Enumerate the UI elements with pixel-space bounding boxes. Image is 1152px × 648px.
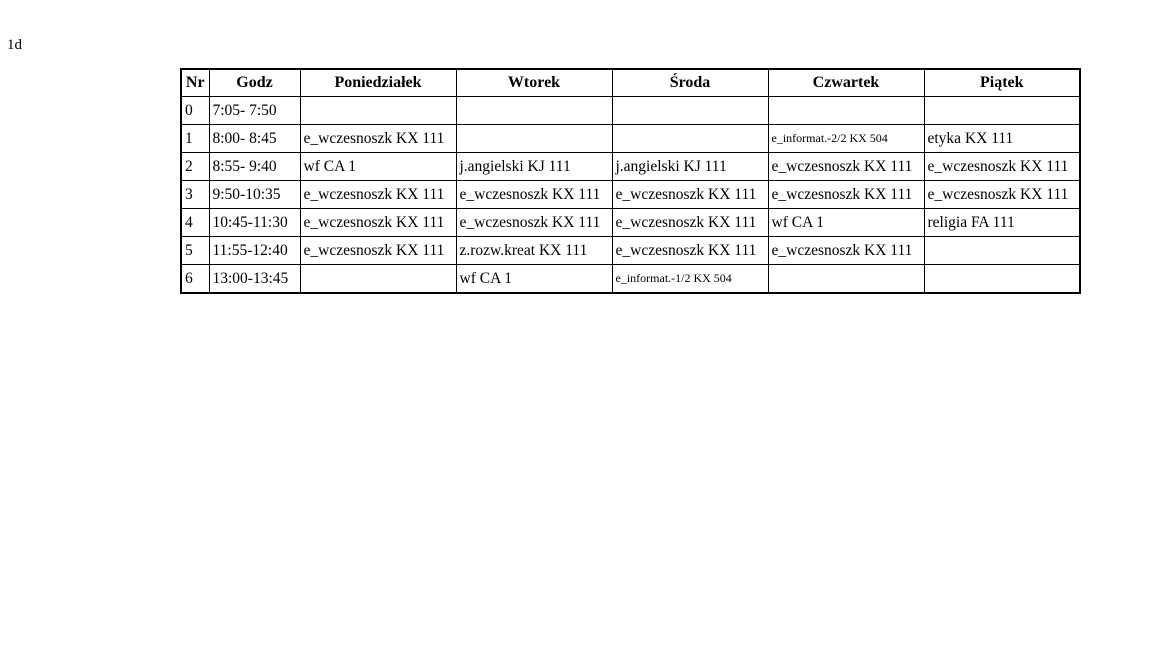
table-row: 0 7:05- 7:50 xyxy=(180,96,1081,125)
cell-time: 9:50-10:35 xyxy=(208,180,301,209)
cell-lesson: e_wczesnoszk KX 111 xyxy=(299,236,457,265)
cell-lesson: e_wczesnoszk KX 111 xyxy=(455,180,613,209)
cell-lesson xyxy=(455,124,613,153)
table-row: 1 8:00- 8:45 e_wczesnoszk KX 111 e_informat… xyxy=(180,124,1081,153)
cell-lesson: e_informat.-1/2 KX 504 xyxy=(611,264,769,294)
cell-lesson: e_wczesnoszk KX 111 xyxy=(923,180,1081,209)
cell-lesson: religia FA 111 xyxy=(923,208,1081,237)
timetable: Nr Godz Poniedziałek Wtorek Środa Czwart… xyxy=(180,68,1081,294)
cell-lesson: e_wczesnoszk KX 111 xyxy=(299,180,457,209)
cell-lesson xyxy=(611,124,769,153)
cell-lesson: wf CA 1 xyxy=(299,152,457,181)
class-label: 1d xyxy=(7,37,22,53)
cell-lesson: e_wczesnoszk KX 111 xyxy=(611,236,769,265)
cell-time: 10:45-11:30 xyxy=(208,208,301,237)
cell-lesson: wf CA 1 xyxy=(767,208,925,237)
cell-lesson: etyka KX 111 xyxy=(923,124,1081,153)
cell-lesson xyxy=(299,96,457,125)
cell-lesson: e_wczesnoszk KX 111 xyxy=(767,152,925,181)
cell-time: 11:55-12:40 xyxy=(208,236,301,265)
cell-lesson xyxy=(299,264,457,294)
header-thursday: Czwartek xyxy=(767,68,925,97)
timetable-body: 0 7:05- 7:50 1 8:00- 8:45 e_wczesnoszk KX 11… xyxy=(180,96,1081,294)
cell-lesson: e_wczesnoszk KX 111 xyxy=(299,208,457,237)
cell-lesson: e_wczesnoszk KX 111 xyxy=(611,180,769,209)
cell-lesson: j.angielski KJ 111 xyxy=(611,152,769,181)
header-wednesday: Środa xyxy=(611,68,769,97)
cell-lesson: e_wczesnoszk KX 111 xyxy=(455,208,613,237)
cell-nr: 4 xyxy=(180,208,210,237)
cell-nr: 3 xyxy=(180,180,210,209)
cell-lesson xyxy=(923,96,1081,125)
header-nr: Nr xyxy=(180,68,210,97)
cell-time: 13:00-13:45 xyxy=(208,264,301,294)
header-row: Nr Godz Poniedziałek Wtorek Środa Czwart… xyxy=(180,68,1081,97)
cell-lesson: e_wczesnoszk KX 111 xyxy=(767,180,925,209)
cell-lesson xyxy=(455,96,613,125)
cell-lesson: j.angielski KJ 111 xyxy=(455,152,613,181)
cell-lesson: z.rozw.kreat KX 111 xyxy=(455,236,613,265)
cell-time: 8:00- 8:45 xyxy=(208,124,301,153)
cell-lesson: e_wczesnoszk KX 111 xyxy=(299,124,457,153)
table-row: 4 10:45-11:30 e_wczesnoszk KX 111 e_wczesno… xyxy=(180,208,1081,237)
table-row: 5 11:55-12:40 e_wczesnoszk KX 111 z.rozw.kr… xyxy=(180,236,1081,265)
header-monday: Poniedziałek xyxy=(299,68,457,97)
cell-nr: 1 xyxy=(180,124,210,153)
cell-lesson xyxy=(767,264,925,294)
header-friday: Piątek xyxy=(923,68,1081,97)
cell-lesson: e_wczesnoszk KX 111 xyxy=(611,208,769,237)
table-row: 3 9:50-10:35 e_wczesnoszk KX 111 e_wczesnos… xyxy=(180,180,1081,209)
cell-lesson: wf CA 1 xyxy=(455,264,613,294)
cell-nr: 2 xyxy=(180,152,210,181)
cell-lesson: e_informat.-2/2 KX 504 xyxy=(767,124,925,153)
cell-nr: 0 xyxy=(180,96,210,125)
cell-time: 8:55- 9:40 xyxy=(208,152,301,181)
cell-time: 7:05- 7:50 xyxy=(208,96,301,125)
cell-nr: 5 xyxy=(180,236,210,265)
cell-nr: 6 xyxy=(180,264,210,294)
cell-lesson xyxy=(611,96,769,125)
cell-lesson xyxy=(767,96,925,125)
table-row: 6 13:00-13:45 wf CA 1 e_informat.-1/2 KX 50… xyxy=(180,264,1081,294)
table-row: 2 8:55- 9:40 wf CA 1 j.angielski KJ 111 j.an… xyxy=(180,152,1081,181)
header-tuesday: Wtorek xyxy=(455,68,613,97)
header-godz: Godz xyxy=(208,68,301,97)
cell-lesson: e_wczesnoszk KX 111 xyxy=(767,236,925,265)
cell-lesson xyxy=(923,236,1081,265)
cell-lesson xyxy=(923,264,1081,294)
cell-lesson: e_wczesnoszk KX 111 xyxy=(923,152,1081,181)
